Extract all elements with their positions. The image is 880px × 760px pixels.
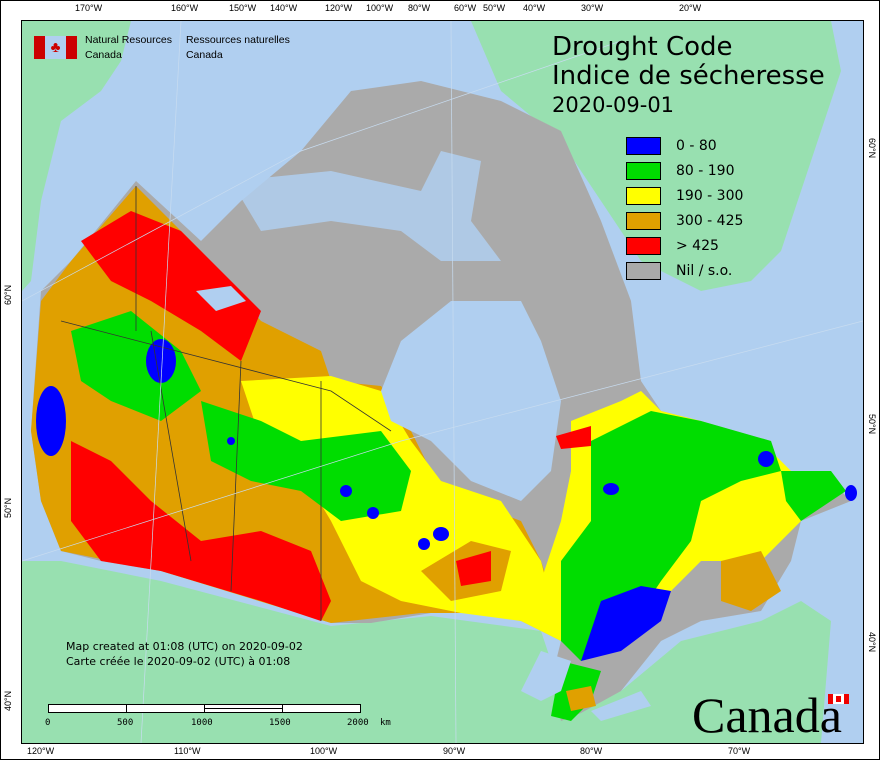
- wordmark-flag-icon: [828, 694, 849, 704]
- map-credit: Map created at 01:08 (UTC) on 2020-09-02…: [66, 639, 303, 669]
- left-axis-label: 40°N: [3, 690, 13, 711]
- legend-item: Nil / s.o.: [626, 258, 743, 283]
- legend-swatch: [626, 261, 661, 280]
- top-axis-label: 160°W: [171, 3, 199, 13]
- hudson-bay: [381, 301, 561, 501]
- bottom-axis-label: 120°W: [27, 746, 55, 756]
- top-axis-label: 150°W: [229, 3, 257, 13]
- map-date: 2020-09-01: [552, 93, 675, 117]
- scale-unit: km: [380, 718, 391, 728]
- arctic-channels: [231, 151, 501, 261]
- top-axis-label: 20°W: [679, 3, 702, 13]
- agency-name-en-2: Canada: [85, 49, 122, 61]
- title-en: Drought Code: [552, 32, 733, 62]
- zone-orange-southern-ontario: [566, 686, 596, 711]
- zone-orange-maritimes: [721, 551, 781, 611]
- legend-item: 80 - 190: [626, 158, 743, 183]
- legend-label: 300 - 425: [676, 212, 744, 229]
- legend-swatch: [626, 136, 661, 155]
- drought-code-map[interactable]: ♣ Natural Resources Canada Ressources nat…: [21, 20, 864, 744]
- scale-bar: 0 500 1000 1500 2000 km: [45, 704, 391, 728]
- left-axis-label: 50°N: [3, 497, 13, 518]
- scale-label: 1500: [269, 718, 291, 728]
- zone-red-north: [81, 211, 261, 361]
- map-canvas: [22, 21, 863, 743]
- agency-name-en: Natural Resources: [85, 34, 172, 46]
- legend-swatch: [626, 161, 661, 180]
- graticule: [22, 21, 863, 743]
- zone-green-central: [201, 401, 411, 521]
- agency-name-fr-2: Canada: [185, 49, 223, 61]
- legend-label: 190 - 300: [676, 187, 744, 204]
- top-axis-label: 60°W: [454, 3, 477, 13]
- zone-green-bc: [71, 311, 201, 421]
- legend-item: 0 - 80: [626, 133, 743, 158]
- top-axis-label: 170°W: [75, 3, 103, 13]
- legend-item: 190 - 300: [626, 183, 743, 208]
- top-axis-label: 50°W: [483, 3, 506, 13]
- map-title: Drought Code Indice de sécheresse 2020-0…: [552, 33, 825, 120]
- credit-fr: Carte créée le 2020-09-02 (UTC) à 01:08: [66, 655, 291, 668]
- legend-label: 80 - 190: [676, 162, 735, 179]
- top-axis-label: 30°W: [581, 3, 604, 13]
- great-lakes: [521, 651, 651, 721]
- legend-swatch: [626, 236, 661, 255]
- credit-en: Map created at 01:08 (UTC) on 2020-09-02: [66, 640, 303, 653]
- legend-label: Nil / s.o.: [676, 262, 733, 279]
- scale-label: 0: [45, 718, 51, 728]
- zone-red-ontario: [456, 551, 491, 586]
- legend-label: > 425: [676, 237, 719, 254]
- agency-name-fr: Ressources naturelles: [185, 34, 290, 46]
- zone-red-quebec-north: [556, 426, 591, 449]
- bottom-axis-label: 100°W: [310, 746, 338, 756]
- zone-green-newfoundland: [781, 471, 846, 521]
- left-axis-label: 60°N: [3, 284, 13, 305]
- great-bear-lake: [196, 286, 246, 311]
- bottom-axis-label: 80°W: [580, 746, 603, 756]
- top-axis-label: 80°W: [408, 3, 431, 13]
- zone-red-south: [71, 441, 331, 621]
- bottom-axis-label: 70°W: [728, 746, 751, 756]
- legend-swatch: [626, 186, 661, 205]
- legend-item: 300 - 425: [626, 208, 743, 233]
- right-axis-label: 40°N: [867, 632, 877, 653]
- scale-label: 500: [117, 718, 134, 728]
- canada-wordmark: Canada: [692, 687, 842, 743]
- legend-label: 0 - 80: [676, 137, 717, 154]
- title-fr: Indice de sécheresse: [552, 61, 825, 91]
- right-axis-label: 50°N: [867, 414, 877, 435]
- land-alaska: [22, 21, 131, 291]
- top-axis-label: 100°W: [366, 3, 394, 13]
- legend: 0 - 80 80 - 190 190 - 300 300 - 425 > 425 Nil…: [626, 133, 743, 283]
- province-borders: [60, 186, 392, 621]
- scale-label: 1000: [191, 718, 213, 728]
- legend-swatch: [626, 211, 661, 230]
- scale-label: 2000: [347, 718, 369, 728]
- legend-item: > 425: [626, 233, 743, 258]
- bottom-axis-label: 90°W: [443, 746, 466, 756]
- top-axis-label: 40°W: [523, 3, 546, 13]
- canada-flag-icon: ♣: [34, 36, 77, 59]
- blue-spots: [36, 339, 857, 550]
- zone-blue-quebec: [581, 586, 671, 661]
- right-axis-label: 60°N: [867, 138, 877, 159]
- land-greenland: [471, 21, 841, 291]
- top-axis-label: 120°W: [325, 3, 353, 13]
- nrcan-signature: ♣ Natural Resources Canada Ressources nat…: [34, 33, 290, 63]
- bottom-axis-label: 110°W: [174, 746, 201, 756]
- top-axis-label: 140°W: [270, 3, 298, 13]
